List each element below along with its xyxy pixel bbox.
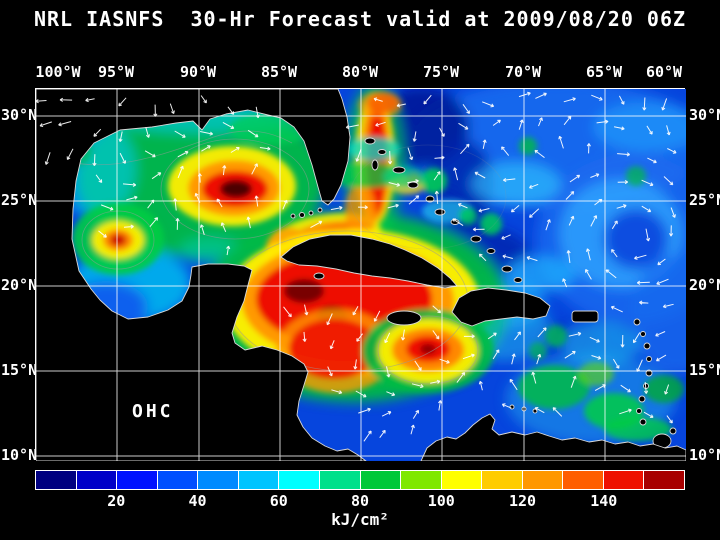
colorbar-segment bbox=[563, 471, 604, 489]
colorbar-segment bbox=[117, 471, 158, 489]
land-puerto-rico bbox=[571, 310, 599, 323]
land-south-america bbox=[420, 413, 686, 461]
colorbar-segment bbox=[157, 471, 199, 489]
grid-lines bbox=[36, 89, 686, 461]
lon-label-60w: 60°W bbox=[645, 63, 683, 81]
colorbar-segment bbox=[644, 471, 684, 489]
colorbar-tick-label: 80 bbox=[350, 492, 370, 510]
lat-label-left-20n: 20°N bbox=[1, 276, 38, 294]
colorbar-segment bbox=[319, 471, 361, 489]
land-florida-keys bbox=[290, 207, 323, 219]
colorbar-tick-label: 20 bbox=[107, 492, 126, 510]
lat-label-left-15n: 15°N bbox=[1, 361, 38, 379]
lat-label-left-25n: 25°N bbox=[1, 191, 38, 209]
land-hispaniola bbox=[451, 287, 551, 327]
colorbar-segment bbox=[401, 471, 442, 489]
lat-label-left-30n: 30°N bbox=[1, 106, 38, 124]
figure-title: NRL IASNFS 30-Hr Forecast valid at 2009/… bbox=[33, 7, 687, 31]
land-isla-juventud bbox=[313, 272, 325, 280]
lon-label-65w: 65°W bbox=[585, 63, 623, 81]
lat-label-right-15n: 15°N bbox=[689, 361, 720, 379]
colorbar-segment bbox=[603, 471, 645, 489]
colorbar-tick-label: 60 bbox=[269, 492, 288, 510]
colorbar-tick-label: 40 bbox=[188, 492, 207, 510]
lon-label-80w: 80°W bbox=[341, 63, 379, 81]
lon-label-90w: 90°W bbox=[179, 63, 217, 81]
colorbar-segment bbox=[279, 471, 320, 489]
colorbar bbox=[35, 470, 685, 490]
lat-label-right-20n: 20°N bbox=[689, 276, 720, 294]
land-jamaica bbox=[386, 310, 422, 326]
colorbar-segment bbox=[198, 471, 239, 489]
lon-label-100w: 100°W bbox=[35, 63, 81, 81]
colorbar-segment bbox=[441, 471, 483, 489]
field-label: OHC bbox=[132, 401, 174, 422]
lat-label-right-25n: 25°N bbox=[689, 191, 720, 209]
colorbar-tick-label: 140 bbox=[590, 492, 618, 510]
colorbar-tick-label: 120 bbox=[508, 492, 537, 510]
colorbar-segment bbox=[482, 471, 523, 489]
colorbar-units: kJ/cm² bbox=[331, 510, 389, 529]
map-svg bbox=[36, 89, 686, 461]
lat-label-right-30n: 30°N bbox=[689, 106, 720, 124]
lon-label-95w: 95°W bbox=[97, 63, 135, 81]
land-bahamas bbox=[364, 137, 523, 283]
lat-label-right-10n: 10°N bbox=[689, 446, 720, 464]
current-vector-arrows bbox=[36, 91, 677, 442]
colorbar-segment bbox=[522, 471, 564, 489]
colorbar-segment bbox=[76, 471, 118, 489]
land-north-central-america bbox=[36, 89, 367, 461]
lon-label-70w: 70°W bbox=[504, 63, 542, 81]
lon-label-75w: 75°W bbox=[422, 63, 460, 81]
colorbar-segment bbox=[360, 471, 402, 489]
colorbar-segment bbox=[36, 471, 77, 489]
colorbar-tick-label: 100 bbox=[427, 492, 455, 510]
lon-label-85w: 85°W bbox=[260, 63, 298, 81]
map-panel: OHC bbox=[35, 88, 686, 461]
colorbar-segment bbox=[238, 471, 280, 489]
lat-label-left-10n: 10°N bbox=[1, 446, 38, 464]
